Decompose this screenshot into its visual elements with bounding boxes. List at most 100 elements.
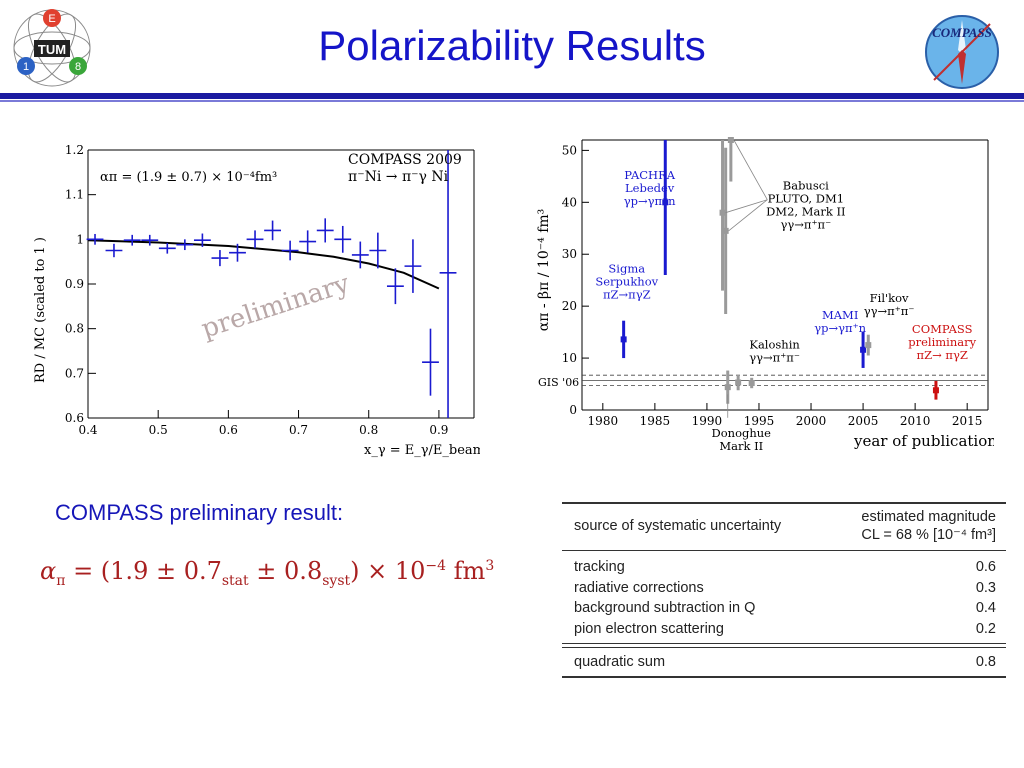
x-tick-label: 0.5 xyxy=(149,423,168,437)
series-label-pachra: PACHRA Lebedev γp→γπ⁺n xyxy=(624,168,676,208)
row-value: 0.4 xyxy=(975,600,996,616)
data-point xyxy=(176,239,194,251)
series-label-babusci: Babusci PLUTO, DM1 DM2, Mark II γγ→π⁺π⁻ xyxy=(766,178,845,231)
data-point-pachra xyxy=(662,140,669,275)
series-label-compass: COMPASS preliminary πZ→ πγZ xyxy=(908,322,976,362)
data-point xyxy=(264,220,281,241)
data-point xyxy=(229,243,246,262)
data-point-babusci xyxy=(727,137,734,182)
data-point xyxy=(123,234,141,246)
header-divider xyxy=(0,93,1024,99)
x-tick-label: 0.8 xyxy=(359,423,378,437)
gis-band-label: GIS '06 xyxy=(538,376,579,389)
history-plot: 1980 1985 1990 1995 2000 2005 2010 2015 0 10 20 30 4… xyxy=(536,137,994,453)
x-tick-label: 2005 xyxy=(848,414,879,428)
y-axis-label: RD / MC (scaled to 1 ) xyxy=(33,237,48,383)
series-label-filkov: Fil'kov γγ→π⁺π⁻ xyxy=(864,291,915,318)
header-magnitude-line1: estimated magnitude xyxy=(861,509,996,525)
fit-annotation: απ = (1.9 ± 0.7) × 10⁻⁴fm³ xyxy=(100,170,277,185)
logo-digit-8: 8 xyxy=(75,61,81,73)
row-label: tracking xyxy=(574,559,625,575)
data-point xyxy=(105,243,123,258)
header-magnitude: estimated magnitude CL = 68 % [10⁻⁴ fm³] xyxy=(861,508,996,544)
y-tick-label: 1.1 xyxy=(65,188,84,202)
sum-label: quadratic sum xyxy=(574,654,666,670)
row-label: background subtraction in Q xyxy=(574,600,756,616)
data-point xyxy=(422,328,439,396)
compass-logo: COMPASS xyxy=(925,15,999,89)
data-point-babusci xyxy=(719,140,726,291)
header-magnitude-line2: CL = 68 % [10⁻⁴ fm³] xyxy=(861,527,996,543)
data-point xyxy=(193,233,211,247)
compass-logo-text: COMPASS xyxy=(932,25,992,40)
row-value: 0.6 xyxy=(975,559,996,575)
data-point xyxy=(351,241,369,269)
row-value: 0.3 xyxy=(975,579,996,596)
y-tick-label: 20 xyxy=(562,299,577,313)
x-tick-label: 0.9 xyxy=(429,423,448,437)
x-tick-label: 2010 xyxy=(900,414,931,428)
y-tick-label: 40 xyxy=(562,195,577,209)
series-label-sigma: Sigma Serpukhov πZ→πγZ xyxy=(595,261,658,301)
watermark: preliminary xyxy=(198,269,353,345)
formula-value: = (1.9 ± 0.7 xyxy=(73,557,222,585)
y-tick-label: 1.2 xyxy=(65,143,84,157)
fit-curve xyxy=(87,239,440,290)
table-header: source of systematic uncertainty estimat… xyxy=(562,502,1006,551)
x-axis-label: x_γ = E_γ/E_beam xyxy=(364,443,480,458)
data-point xyxy=(334,225,352,253)
data-point-kaloshin xyxy=(748,377,755,389)
y-tick-label: 0.6 xyxy=(65,411,84,425)
row-label: radiative corrections xyxy=(574,579,704,596)
data-point xyxy=(299,230,317,253)
x-tick-label: 2015 xyxy=(952,414,983,428)
table-body: tracking 0.6 radiative corrections 0.3 bac… xyxy=(562,554,1006,644)
y-tick-label: 10 xyxy=(562,351,577,365)
series-label-kaloshin: Kaloshin γγ→π⁺π⁻ xyxy=(749,338,800,365)
logo-tum: TUM xyxy=(38,42,66,57)
page-title: Polarizability Results xyxy=(318,22,706,69)
y-tick-label: 0.7 xyxy=(65,366,84,380)
data-point xyxy=(158,242,176,254)
ratio-plot: 0.4 0.5 0.6 0.7 0.8 0.9 0.6 0.7 0.8 0.9 1 1.1 1.2 CO… xyxy=(33,143,480,458)
x-tick-label: 1985 xyxy=(640,414,671,428)
series-label-donoghue: Donoghue Mark II xyxy=(712,426,772,453)
formula-alpha-sub: π xyxy=(56,572,66,589)
sum-value: 0.8 xyxy=(975,654,996,670)
formula-syst-part: ± 0.8 xyxy=(248,557,323,585)
data-point xyxy=(316,218,334,243)
data-point xyxy=(211,250,229,267)
x-tick-label: 0.4 xyxy=(78,423,97,437)
data-point xyxy=(246,230,264,249)
tum-e18-logo: E 1 8 TUM xyxy=(13,9,91,87)
data-point xyxy=(86,233,104,245)
label-leader-line xyxy=(728,199,768,232)
data-point-mami xyxy=(860,331,867,368)
label-leader-line xyxy=(725,199,768,214)
y-axis-label: απ - βπ / 10⁻⁴ fm³ xyxy=(536,209,552,332)
formula-tail: ) × 10 xyxy=(350,557,426,585)
systematics-table: source of systematic uncertainty estimat… xyxy=(562,502,1006,678)
header-divider-shadow xyxy=(0,100,1024,102)
data-point-filkov xyxy=(865,334,872,356)
result-formula: απ = (1.9 ± 0.7stat ± 0.8syst) × 10−4 fm… xyxy=(40,557,494,589)
y-tick-label: 0.9 xyxy=(65,277,84,291)
data-point xyxy=(404,239,422,293)
data-point-compass xyxy=(932,380,939,400)
x-tick-label: 0.7 xyxy=(289,423,308,437)
data-point-sigma xyxy=(620,320,627,359)
formula-exponent: −4 xyxy=(425,558,447,574)
logo-letter-e: E xyxy=(48,13,55,25)
data-point-kaloshin xyxy=(735,374,742,391)
y-tick-label: 30 xyxy=(562,247,577,261)
chart-subtitle: π⁻Ni → π⁻γ Ni xyxy=(348,169,449,185)
table-row: tracking 0.6 xyxy=(574,557,996,578)
y-tick-label: 0 xyxy=(569,403,577,417)
formula-stat: stat xyxy=(221,572,249,589)
y-tick-label: 1 xyxy=(76,232,84,246)
data-point xyxy=(386,268,404,305)
x-tick-label: 1995 xyxy=(744,414,775,428)
formula-unit: fm xyxy=(446,557,486,585)
x-tick-label: 1980 xyxy=(588,414,619,428)
series-label-mami: MAMI γp→γπ⁺n xyxy=(814,308,866,335)
